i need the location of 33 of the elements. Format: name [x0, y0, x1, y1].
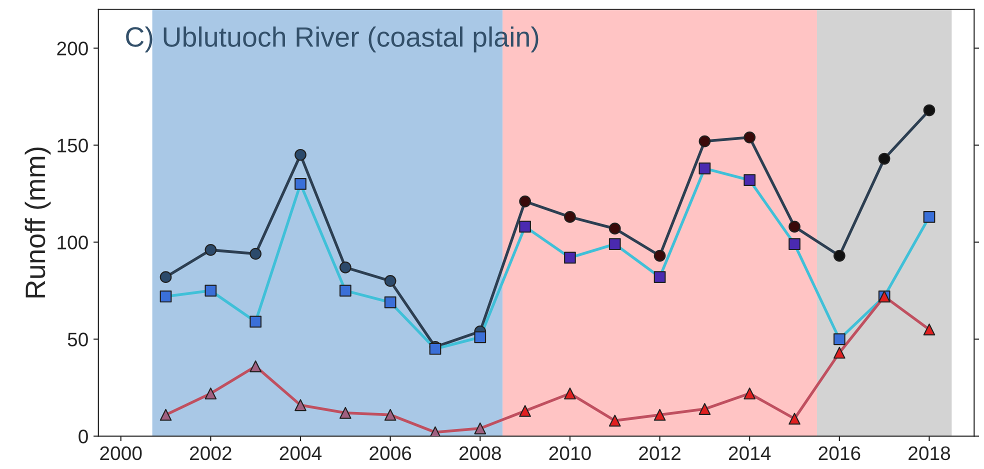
- point: [160, 408, 172, 421]
- point: [833, 346, 846, 359]
- point: [384, 408, 396, 421]
- point: [204, 388, 217, 400]
- y-tick-label: 200: [57, 42, 88, 56]
- x-tick-label: 2000: [100, 446, 142, 460]
- point: [519, 405, 531, 417]
- point: [250, 360, 262, 372]
- point: [744, 388, 756, 400]
- y-axis-title: Runoff (mm): [24, 148, 51, 298]
- point: [564, 388, 576, 400]
- x-tick-label: 2010: [549, 446, 591, 460]
- point: [339, 406, 352, 419]
- x-tick-label: 2014: [728, 446, 771, 460]
- point: [788, 412, 800, 425]
- point: [698, 403, 711, 415]
- x-tick-label: 2008: [459, 446, 501, 460]
- text: C) Ublutuoch River (coastal plain): [126, 26, 538, 52]
- y-tick-label: 0: [78, 430, 88, 444]
- point: [608, 414, 621, 427]
- y-tick-label: 150: [58, 138, 88, 152]
- x-tick-label: 2006: [370, 446, 412, 460]
- x-tick-label: 2018: [908, 446, 950, 460]
- point: [294, 399, 306, 412]
- y-tick-label: 100: [58, 236, 88, 250]
- x-tick-label: 2002: [190, 446, 232, 460]
- x-tick-label: 2004: [280, 446, 322, 460]
- x-tick-label: 2016: [818, 446, 860, 460]
- y-tick-label: 50: [68, 332, 88, 346]
- point: [923, 324, 936, 336]
- x-tick-label: 2012: [639, 446, 680, 460]
- point: [474, 422, 486, 434]
- point: [654, 408, 666, 421]
